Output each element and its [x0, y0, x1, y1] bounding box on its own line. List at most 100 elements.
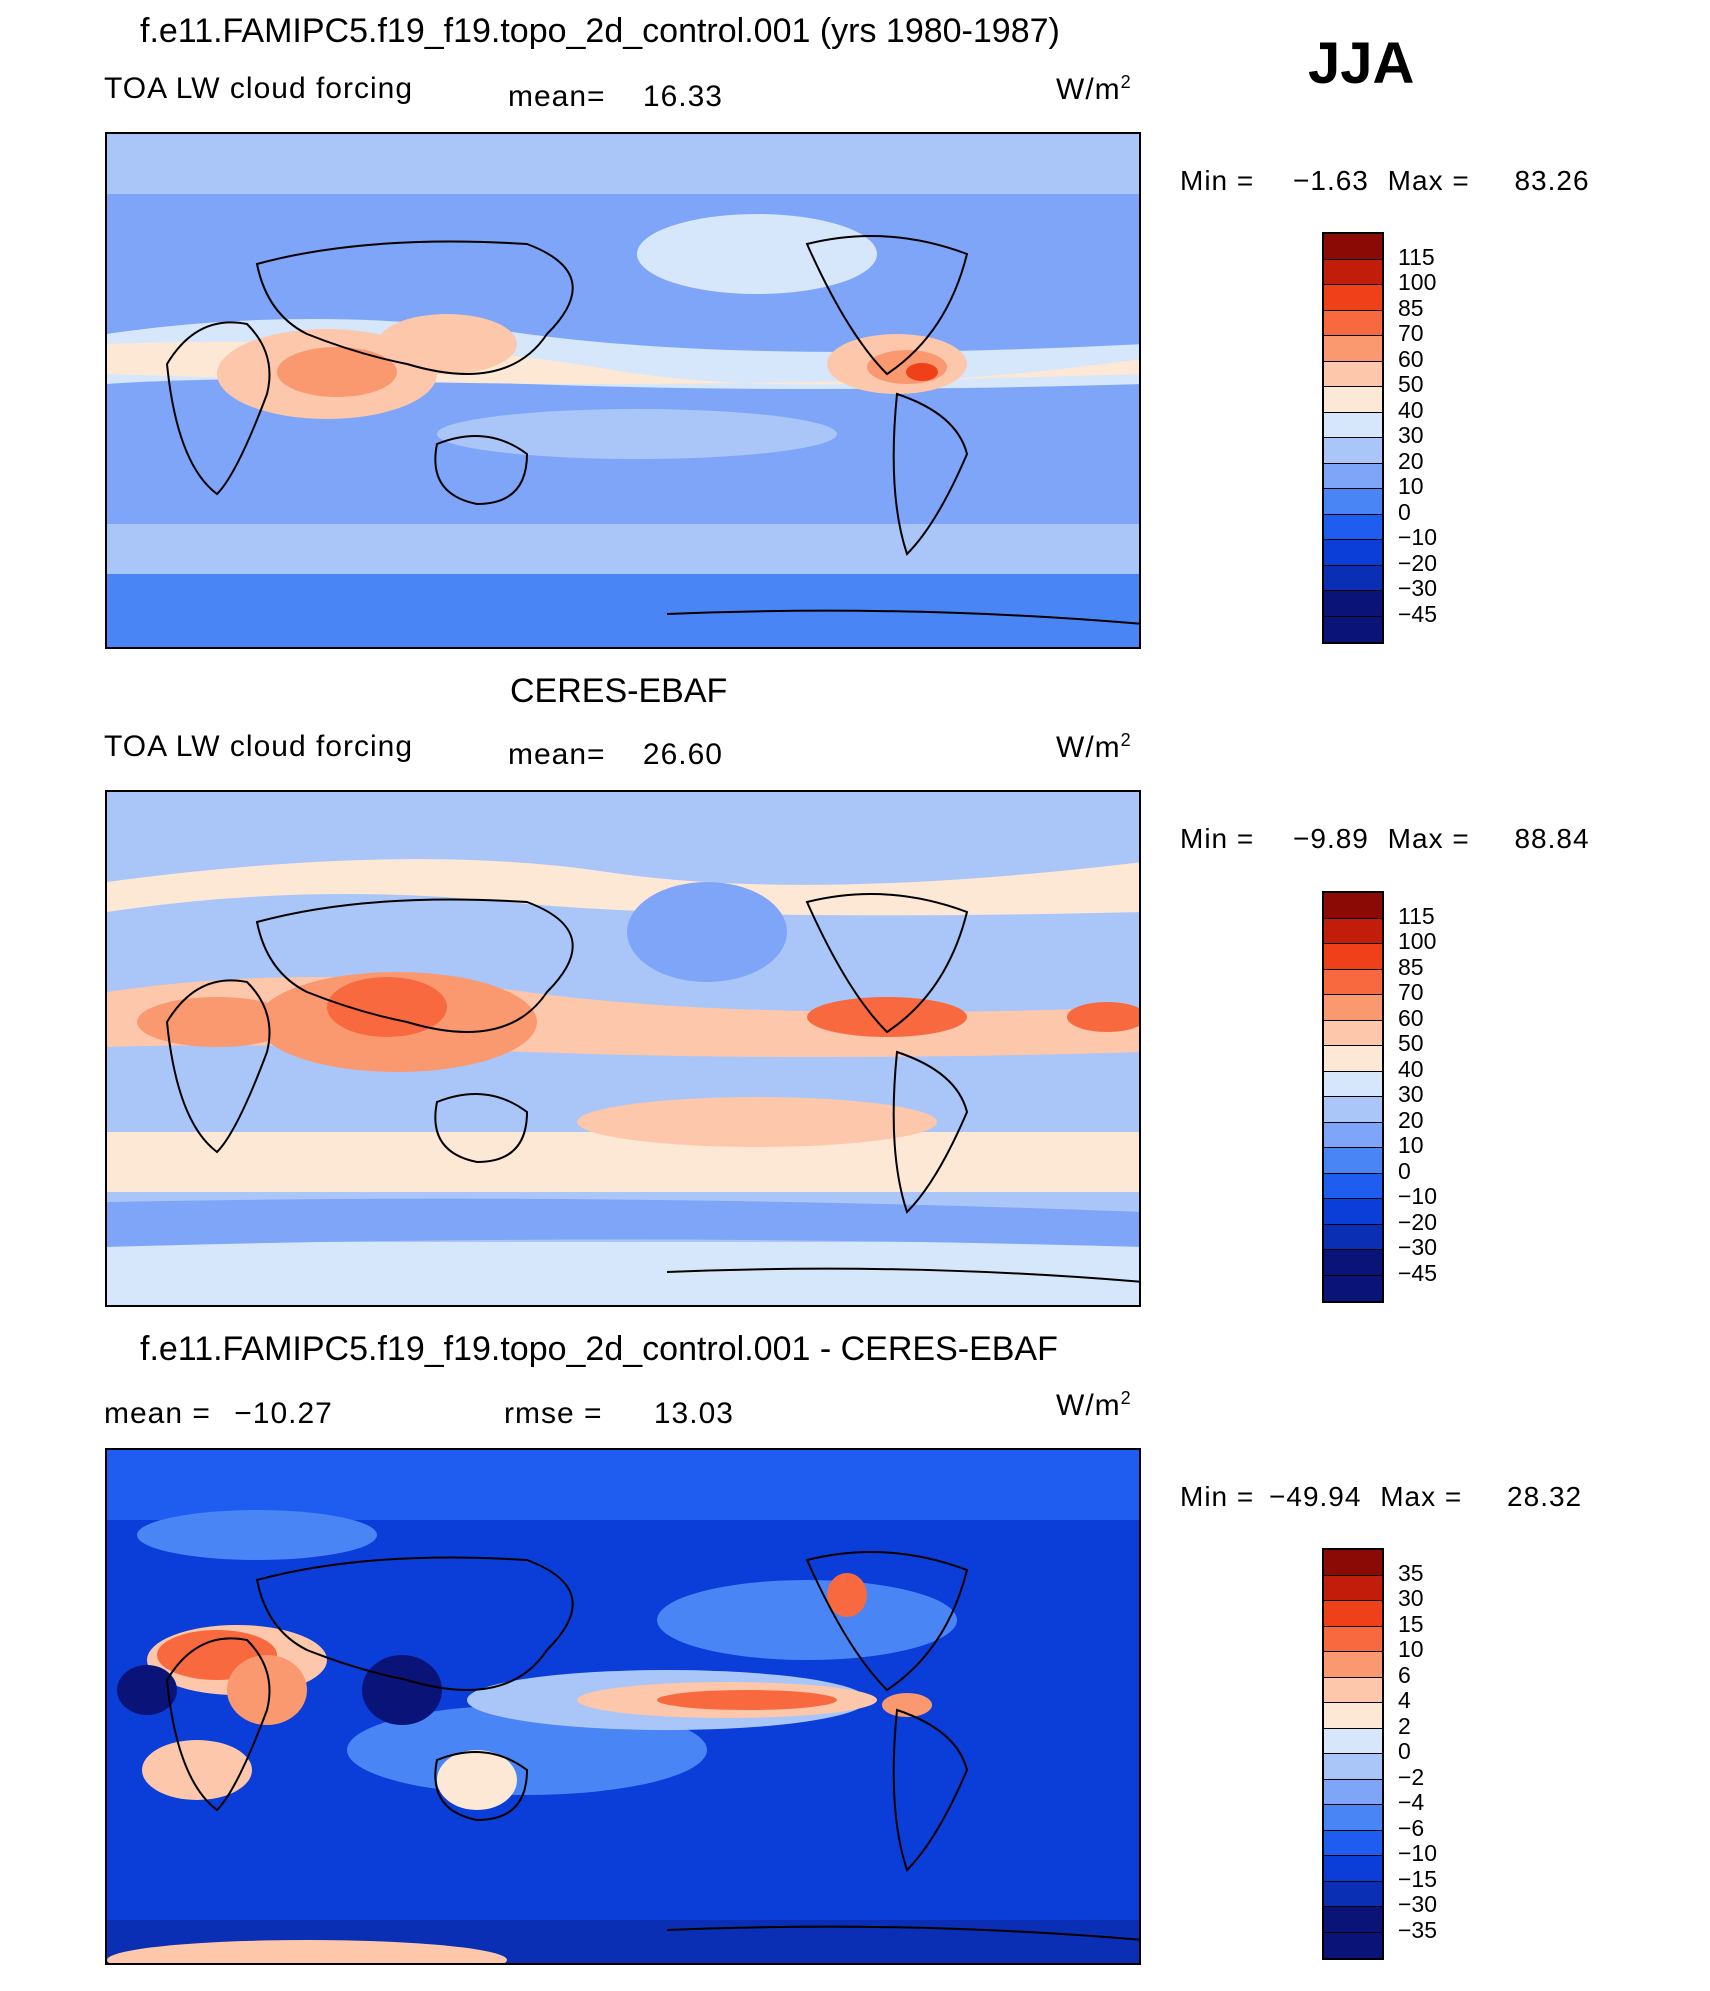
colorbar-segment — [1324, 995, 1382, 1021]
colorbar-segment — [1324, 1932, 1382, 1958]
colorbar-tick-label: −6 — [1398, 1814, 1425, 1841]
colorbar-tick-label: −15 — [1398, 1865, 1438, 1892]
colorbar-tick-label: 2 — [1398, 1712, 1411, 1739]
colorbar-tick-label: 30 — [1398, 1585, 1424, 1611]
panel3-min-label: Min = — [1180, 1481, 1255, 1512]
colorbar-segment — [1324, 1275, 1382, 1301]
colorbar-tick-label: 70 — [1398, 320, 1424, 346]
panel3-mean: mean = −10.27 — [104, 1397, 333, 1431]
colorbar-tick-label: −30 — [1398, 1891, 1438, 1917]
colorbar-tick-label: −10 — [1398, 524, 1438, 550]
colorbar-segment — [1324, 1046, 1382, 1072]
colorbar-segment — [1324, 565, 1382, 591]
panel2-variable: TOA LW cloud forcing — [104, 730, 414, 763]
panel3-min-value: −49.94 — [1269, 1481, 1362, 1512]
colorbar-segment — [1324, 1020, 1382, 1046]
colorbar-tick-label: 20 — [1398, 447, 1424, 474]
colorbar-segment — [1324, 387, 1382, 413]
panel2-units-exp: 2 — [1120, 730, 1132, 750]
panel3-rmse-label: rmse = — [504, 1397, 603, 1430]
colorbar-tick-label: 10 — [1398, 1132, 1424, 1158]
colorbar-tick-label: 40 — [1398, 1055, 1424, 1082]
panel1-mean-value: 16.33 — [642, 80, 723, 113]
panel3-title: f.e11.FAMIPC5.f19_f19.topo_2d_control.00… — [140, 1330, 1058, 1368]
colorbar-segment — [1324, 285, 1382, 311]
colorbar-tick-label: 10 — [1398, 1636, 1424, 1662]
colorbar-segment — [1324, 1907, 1382, 1933]
panel2-units-base: W/m — [1056, 731, 1121, 764]
panel1-mean-label: mean= — [508, 80, 606, 113]
colorbar-segment — [1324, 1856, 1382, 1882]
colorbar-segment — [1324, 234, 1382, 260]
panel3-max-label: Max = — [1380, 1481, 1463, 1512]
panel1-min-label: Min = — [1180, 165, 1255, 196]
panel2-colorbar — [1322, 891, 1384, 1303]
colorbar-tick-label: 6 — [1398, 1661, 1411, 1688]
colorbar-tick-label: 115 — [1398, 243, 1435, 270]
colorbar-tick-label: 70 — [1398, 979, 1424, 1005]
panel3-units-base: W/m — [1056, 1389, 1121, 1422]
season-label: JJA — [1308, 31, 1415, 96]
colorbar-segment — [1324, 1703, 1382, 1729]
panel1-colorbar — [1322, 232, 1384, 644]
colorbar-segment — [1324, 1728, 1382, 1754]
panel3-rmse: rmse = 13.03 — [504, 1397, 734, 1431]
colorbar-tick-label: −30 — [1398, 1234, 1438, 1260]
colorbar-tick-label: 85 — [1398, 294, 1424, 321]
colorbar-segment — [1324, 1224, 1382, 1250]
colorbar-tick-label: 15 — [1398, 1610, 1424, 1637]
colorbar-segment — [1324, 1805, 1382, 1831]
panel3-mean-label: mean = — [104, 1397, 211, 1430]
colorbar-tick-label: 4 — [1398, 1687, 1411, 1713]
colorbar-segment — [1324, 893, 1382, 919]
colorbar-tick-label: −20 — [1398, 549, 1438, 576]
colorbar-segment — [1324, 1881, 1382, 1907]
colorbar-tick-label: −10 — [1398, 1840, 1438, 1866]
panel3-units-exp: 2 — [1120, 1388, 1132, 1408]
panel1-map — [105, 132, 1141, 649]
colorbar-tick-label: 85 — [1398, 953, 1424, 980]
colorbar-segment — [1324, 616, 1382, 642]
colorbar-segment — [1324, 1575, 1382, 1601]
colorbar-tick-label: −45 — [1398, 1259, 1438, 1286]
colorbar-tick-label: −45 — [1398, 600, 1438, 627]
colorbar-tick-label: 30 — [1398, 422, 1424, 448]
panel3-mean-value: −10.27 — [234, 1397, 333, 1430]
colorbar-tick-label: 60 — [1398, 1004, 1424, 1031]
colorbar-tick-label: 10 — [1398, 473, 1424, 499]
colorbar-segment — [1324, 1550, 1382, 1576]
colorbar-tick-label: 115 — [1398, 902, 1435, 929]
panel1-units-exp: 2 — [1120, 72, 1132, 92]
colorbar-tick-label: 30 — [1398, 1081, 1424, 1107]
colorbar-segment — [1324, 1148, 1382, 1174]
colorbar-segment — [1324, 438, 1382, 464]
panel1-variable: TOA LW cloud forcing — [104, 72, 414, 105]
colorbar-segment — [1324, 1199, 1382, 1225]
colorbar-segment — [1324, 1173, 1382, 1199]
colorbar-tick-label: 50 — [1398, 371, 1424, 397]
colorbar-segment — [1324, 944, 1382, 970]
colorbar-tick-label: 50 — [1398, 1030, 1424, 1056]
panel2-min-label: Min = — [1180, 823, 1255, 854]
colorbar-tick-label: 35 — [1398, 1559, 1424, 1586]
colorbar-tick-label: 0 — [1398, 1157, 1411, 1184]
colorbar-segment — [1324, 1830, 1382, 1856]
colorbar-tick-label: 60 — [1398, 345, 1424, 372]
panel2-title: CERES-EBAF — [510, 672, 728, 710]
panel2-units: W/m2 — [1056, 730, 1132, 765]
panel1-min-value: −1.63 — [1293, 165, 1369, 196]
colorbar-tick-label: −4 — [1398, 1789, 1425, 1815]
colorbar-segment — [1324, 412, 1382, 438]
colorbar-segment — [1324, 463, 1382, 489]
colorbar-tick-label: −2 — [1398, 1763, 1425, 1790]
colorbar-segment — [1324, 1122, 1382, 1148]
colorbar-segment — [1324, 591, 1382, 617]
panel1-minmax: Min = −1.63 Max = 83.26 — [1180, 165, 1590, 197]
colorbar-segment — [1324, 1626, 1382, 1652]
panel1-units-base: W/m — [1056, 73, 1121, 106]
panel1-max-label: Max = — [1387, 165, 1470, 196]
panel2-min-value: −9.89 — [1293, 823, 1369, 854]
panel2-max-value: 88.84 — [1514, 823, 1590, 854]
panel1-mean: mean= 16.33 — [508, 80, 723, 114]
colorbar-tick-label: 0 — [1398, 1738, 1411, 1764]
